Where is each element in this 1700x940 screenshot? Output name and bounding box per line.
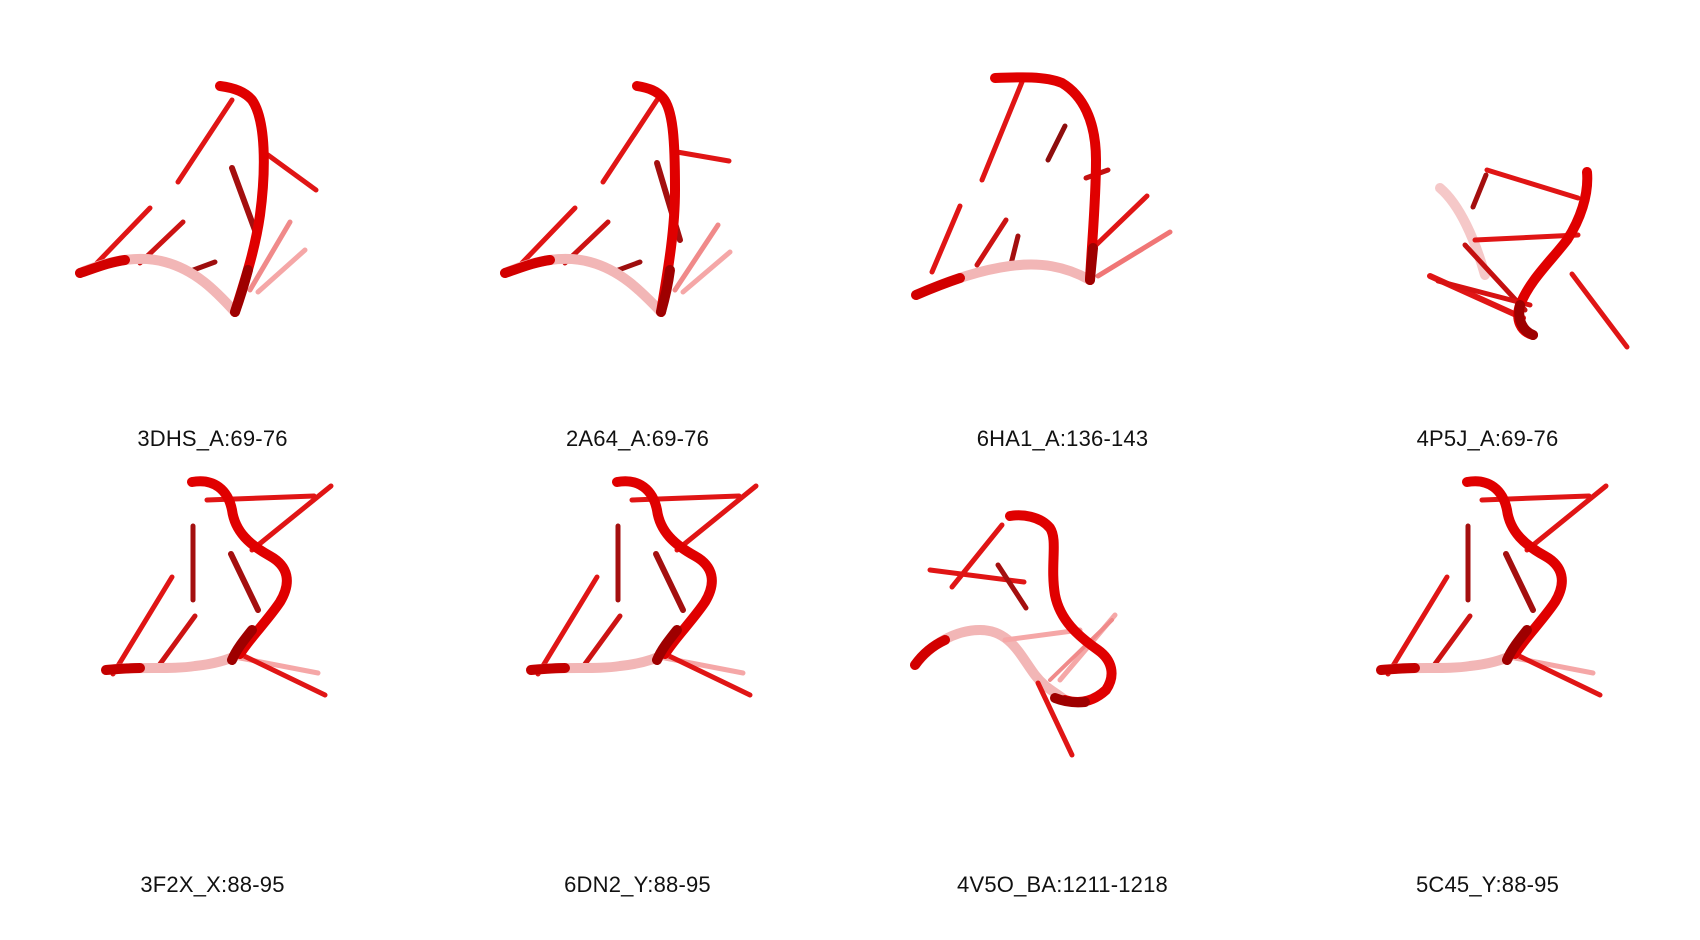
base-stick [674,149,732,164]
structure-label: 2A64_A:69-76 [565,426,710,451]
backbone-tube-end [75,255,130,278]
structure-panel-6: 6DN2_Y:88-95 [425,470,850,940]
structure-panel-1: 3DHS_A:69-76 [0,0,425,470]
backbone-tube-shadow [652,625,682,665]
structure-label: 5C45_Y:88-95 [1415,872,1560,897]
base-stick [672,222,721,293]
rna-backbone-model-4 [1427,167,1630,350]
backbone-tube-end [911,273,965,300]
base-stick [1045,123,1068,163]
base-stick [1002,627,1083,643]
backbone-tube-end [526,663,570,675]
base-stick [94,205,153,266]
backbone-tube-shadow [656,265,675,317]
backbone-tube [990,72,1102,285]
backbone-tube-shadow [1085,243,1098,285]
backbone-tube-shadow [1502,625,1532,665]
rna-backbone-model-3 [911,72,1173,300]
base-stick [1385,574,1450,677]
base-stick [1090,193,1150,251]
base-stick [974,217,1009,268]
base-stick [1048,618,1114,682]
structure-label: 6DN2_Y:88-95 [564,872,711,897]
backbone-tube-shadow [1050,693,1090,708]
backbone-tube-shadow [230,265,253,317]
base-stick [1484,167,1581,201]
structure-label: 6HA1_A:136-143 [976,426,1149,451]
base-stick [519,205,578,266]
backbone-tube [1462,476,1567,659]
base-stick [1472,232,1581,243]
rna-backbone-model-7 [910,510,1118,758]
base-stick [1435,278,1533,308]
base-stick [1512,651,1603,698]
base-stick [255,247,308,295]
structure-panel-2: 2A64_A:69-76 [425,0,850,470]
structure-label: 4P5J_A:69-76 [1416,426,1559,451]
base-stick [1095,229,1173,279]
structure-panel-8: 5C45_Y:88-95 [1275,470,1700,940]
base-stick [228,551,261,613]
base-stick [979,79,1025,183]
base-stick [1503,551,1536,613]
backbone-tube [632,81,681,317]
base-stick [1035,680,1075,758]
structure-panel-5: 3F2X_X:88-95 [0,470,425,940]
base-stick [929,203,963,275]
base-stick [1470,172,1489,210]
backbone-tube-end [101,663,145,675]
structure-panel-4: 4P5J_A:69-76 [1275,0,1700,470]
backbone-tube [1005,510,1117,707]
base-stick [157,613,198,667]
base-stick [237,651,328,698]
structure-label: 4V5O_BA:1211-1218 [957,872,1168,897]
backbone-tube [612,476,717,659]
structure-label: 3F2X_X:88-95 [140,872,285,897]
structure-panel-3: 6HA1_A:136-143 [850,0,1275,470]
base-stick [995,562,1029,611]
base-stick [662,651,753,698]
structure-label: 3DHS_A:69-76 [137,426,288,451]
base-stick [110,574,175,677]
backbone-tube-end [1376,663,1420,675]
structure-panel-7: 4V5O_BA:1211-1218 [850,470,1275,940]
base-stick [600,97,660,185]
base-stick [674,483,759,553]
backbone-tube-end [910,635,950,670]
rna-backbone-model-2 [500,81,733,317]
rna-backbone-model-5 [101,476,334,698]
base-stick [247,219,293,293]
base-stick [175,97,235,185]
base-stick [1432,613,1473,667]
rna-backbone-model-8 [1376,476,1609,698]
base-stick [229,165,259,236]
rna-backbone-model-6 [526,476,759,698]
backbone-tube-shadow [1514,300,1538,340]
base-stick [535,574,600,677]
base-stick [1569,271,1630,350]
base-stick [265,152,319,193]
base-stick [680,249,733,295]
base-stick [949,522,1005,590]
base-stick [582,613,623,667]
rna-backbone-model-1 [75,81,319,317]
backbone-tube-shadow [227,625,257,665]
base-stick [1524,483,1609,553]
base-stick [653,551,686,613]
base-stick [249,483,334,553]
backbone-tube [187,476,292,659]
backbone-tube-end [500,255,555,278]
